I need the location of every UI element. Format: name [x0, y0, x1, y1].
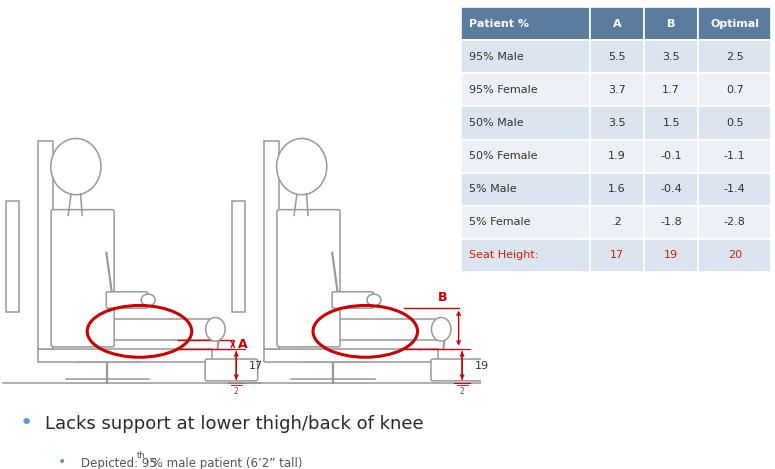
Text: Optimal: Optimal [710, 19, 759, 29]
Bar [698, 106, 771, 140]
Bar [590, 206, 644, 239]
Text: 2.5: 2.5 [726, 52, 743, 62]
Bar [590, 140, 644, 173]
Bar [698, 140, 771, 173]
Bar [461, 140, 590, 173]
Text: -1.1: -1.1 [724, 151, 746, 161]
Text: 17: 17 [249, 361, 263, 371]
Bar [461, 106, 590, 140]
Bar [38, 142, 53, 348]
Bar [698, 40, 771, 73]
Text: % male patient (6’2” tall): % male patient (6’2” tall) [148, 457, 302, 469]
Ellipse shape [432, 318, 451, 341]
Text: 2: 2 [234, 387, 239, 396]
Text: .2: .2 [611, 217, 622, 227]
FancyBboxPatch shape [332, 292, 374, 308]
Bar [232, 201, 245, 311]
Text: Seat Height:: Seat Height: [469, 250, 539, 260]
Text: 3.7: 3.7 [608, 85, 625, 95]
Ellipse shape [51, 138, 101, 195]
Text: -1.4: -1.4 [724, 184, 746, 194]
Bar [644, 40, 698, 73]
Ellipse shape [367, 294, 381, 306]
Bar [38, 348, 212, 362]
Bar [461, 173, 590, 206]
Ellipse shape [141, 294, 155, 306]
FancyBboxPatch shape [205, 359, 258, 381]
Text: 20: 20 [728, 250, 742, 260]
Bar [698, 173, 771, 206]
Bar [644, 140, 698, 173]
Bar [644, 7, 698, 40]
Bar [590, 239, 644, 272]
Text: -1.8: -1.8 [660, 217, 682, 227]
Text: 50% Female: 50% Female [469, 151, 537, 161]
Bar [461, 40, 590, 73]
Text: Patient %: Patient % [469, 19, 529, 29]
Bar [590, 73, 644, 106]
Text: 0.7: 0.7 [726, 85, 743, 95]
Ellipse shape [205, 318, 226, 341]
Bar [461, 73, 590, 106]
Text: th: th [137, 451, 146, 460]
Text: 95% Male: 95% Male [469, 52, 524, 62]
Text: 95% Female: 95% Female [469, 85, 538, 95]
Bar [590, 40, 644, 73]
Bar [461, 239, 590, 272]
FancyBboxPatch shape [277, 210, 340, 347]
Bar [644, 173, 698, 206]
Text: 5.5: 5.5 [608, 52, 625, 62]
Text: •: • [58, 454, 67, 469]
Text: -0.1: -0.1 [660, 151, 682, 161]
Text: 1.9: 1.9 [608, 151, 625, 161]
Text: 1.5: 1.5 [663, 118, 680, 128]
Text: 1.7: 1.7 [663, 85, 680, 95]
Text: B: B [667, 19, 675, 29]
Text: A: A [612, 19, 622, 29]
FancyBboxPatch shape [106, 292, 147, 308]
Bar [644, 206, 698, 239]
Text: 2: 2 [460, 387, 464, 396]
Text: 3.5: 3.5 [663, 52, 680, 62]
Bar [461, 206, 590, 239]
Bar [590, 7, 644, 40]
Bar [698, 239, 771, 272]
Text: Lacks support at lower thigh/back of knee: Lacks support at lower thigh/back of kne… [45, 415, 424, 433]
Text: 0.5: 0.5 [726, 118, 743, 128]
Bar [698, 73, 771, 106]
Text: 1.6: 1.6 [608, 184, 625, 194]
Text: 50% Male: 50% Male [469, 118, 523, 128]
Text: 3.5: 3.5 [608, 118, 625, 128]
Text: -2.8: -2.8 [724, 217, 746, 227]
Text: -0.4: -0.4 [660, 184, 682, 194]
Text: 17: 17 [610, 250, 624, 260]
Text: •: • [19, 413, 33, 433]
Bar [264, 142, 279, 348]
Text: A: A [239, 338, 248, 350]
Text: B: B [438, 291, 447, 304]
Text: Depicted: 95: Depicted: 95 [81, 457, 157, 469]
Text: 5% Female: 5% Female [469, 217, 530, 227]
Text: 5% Male: 5% Male [469, 184, 516, 194]
Bar [698, 206, 771, 239]
Bar [264, 348, 438, 362]
Bar [590, 173, 644, 206]
Ellipse shape [277, 138, 327, 195]
FancyBboxPatch shape [431, 359, 484, 381]
Text: 19: 19 [474, 361, 489, 371]
Bar [590, 106, 644, 140]
Bar [6, 201, 19, 311]
Bar [698, 7, 771, 40]
Bar [644, 73, 698, 106]
Text: 19: 19 [664, 250, 678, 260]
Bar [644, 106, 698, 140]
FancyBboxPatch shape [51, 210, 114, 347]
Bar [461, 7, 590, 40]
Bar [644, 239, 698, 272]
